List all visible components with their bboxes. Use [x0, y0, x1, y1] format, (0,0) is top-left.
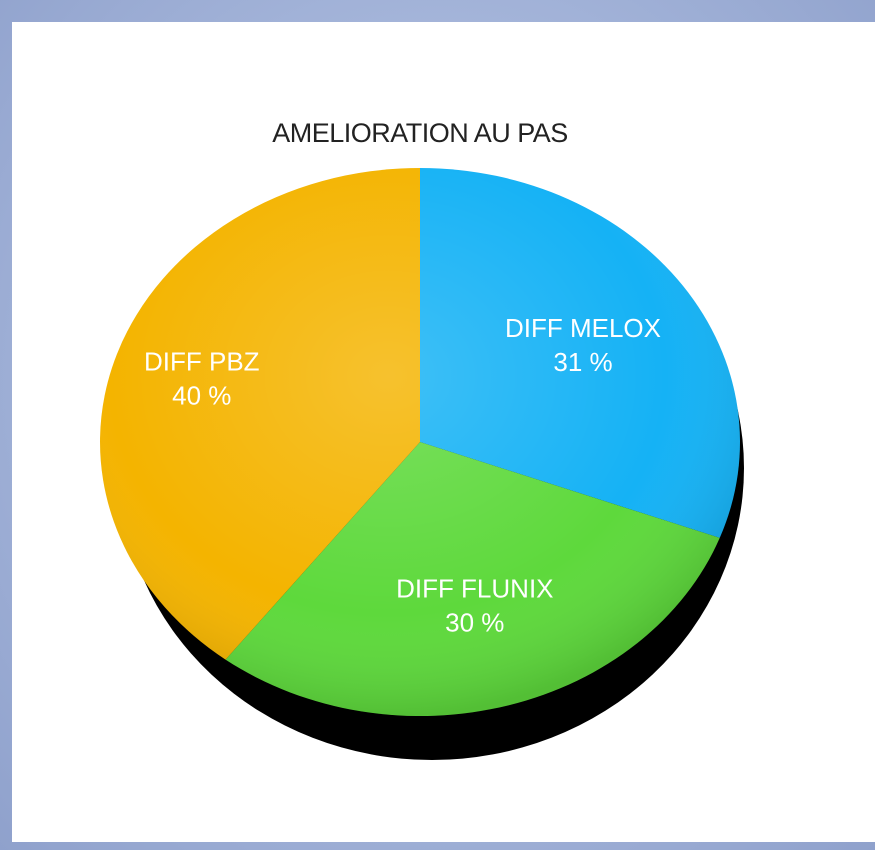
slice-label-name: DIFF FLUNIX: [396, 573, 553, 603]
slice-label-name: DIFF MELOX: [505, 313, 661, 343]
slice-label-value: 31 %: [553, 347, 612, 377]
slice-label-name: DIFF PBZ: [144, 347, 260, 377]
slice-label-value: 40 %: [172, 381, 231, 411]
chart-title: AMELIORATION AU PAS: [272, 118, 568, 148]
slice-labels: DIFF MELOX 31 % DIFF FLUNIX 30 % DIFF PBZ 40 …: [144, 313, 661, 637]
pie-slices: [100, 168, 740, 716]
slice-label-value: 30 %: [445, 607, 504, 637]
